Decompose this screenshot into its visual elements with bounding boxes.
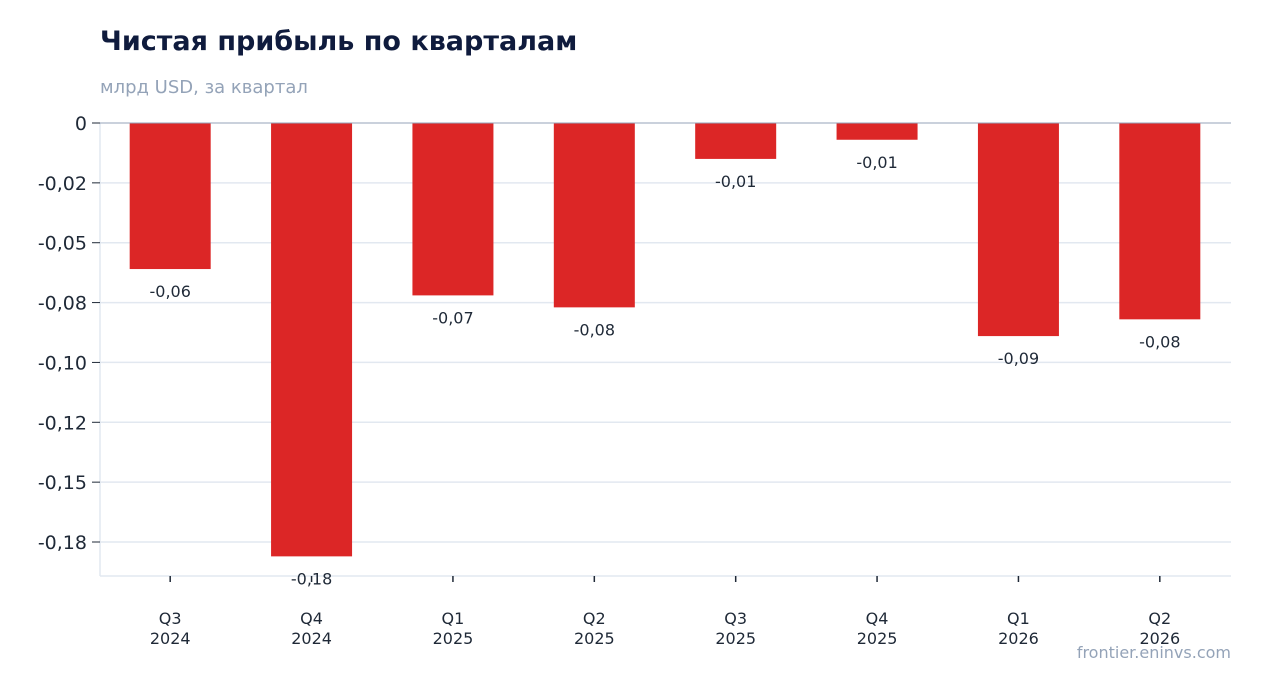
bar — [553, 123, 635, 308]
y-tick-label: -0,15 — [38, 472, 87, 494]
y-tick-label: -0,12 — [38, 412, 87, 434]
data-label: -0,07 — [432, 308, 473, 327]
data-label: -0,06 — [149, 282, 190, 301]
x-tick-label: Q4 2025 — [857, 609, 898, 648]
x-tick-label: Q4 2024 — [291, 609, 332, 648]
chart-title: Чистая прибыль по кварталам — [100, 26, 578, 57]
bar — [695, 123, 777, 159]
data-label: -0,09 — [998, 349, 1039, 368]
x-tick-label: Q2 2025 — [574, 609, 615, 648]
x-tick-label: Q1 2025 — [433, 609, 474, 648]
y-tick-label: -0,10 — [38, 352, 87, 374]
bar — [977, 123, 1059, 337]
x-tick-label: Q2 2026 — [1139, 609, 1180, 648]
bar — [271, 123, 353, 557]
x-tick-label: Q3 2025 — [715, 609, 756, 648]
bar — [836, 123, 918, 140]
source-watermark: frontier.eninvs.com — [1076, 643, 1231, 662]
y-tick-label: -0,08 — [38, 293, 87, 315]
y-tick-label: -0,18 — [38, 532, 87, 554]
y-tick-label: 0 — [75, 113, 87, 135]
data-label: -0,01 — [856, 153, 897, 172]
data-label: -0,08 — [1139, 332, 1180, 351]
bar — [129, 123, 211, 270]
x-tick-label: Q3 2024 — [150, 609, 191, 648]
x-tick-label: Q1 2026 — [998, 609, 1039, 648]
y-tick-label: -0,02 — [38, 173, 87, 195]
bar — [1119, 123, 1201, 320]
y-tick-label: -0,05 — [38, 233, 87, 255]
chart-subtitle: млрд USD, за квартал — [100, 77, 308, 98]
bar — [412, 123, 494, 296]
data-label: -0,01 — [715, 172, 756, 191]
data-label: -0,08 — [574, 320, 615, 339]
